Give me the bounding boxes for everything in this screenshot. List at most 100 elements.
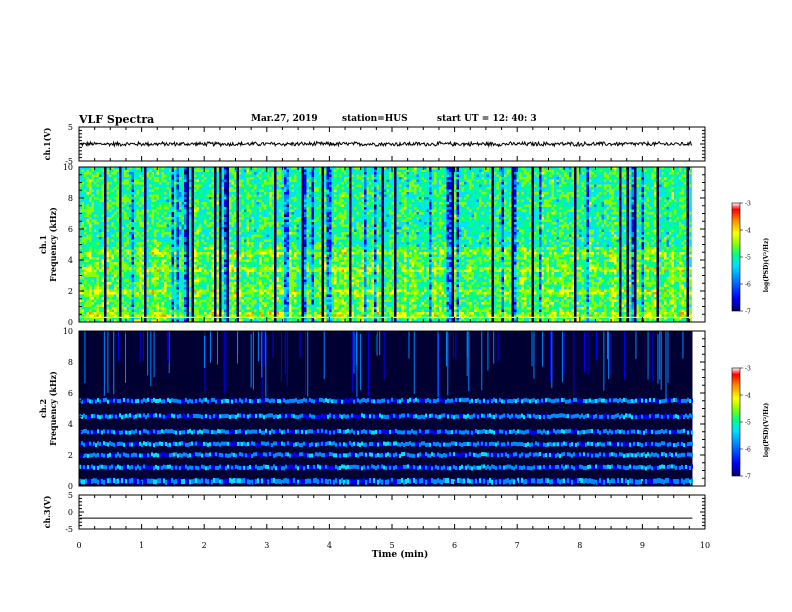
spectrogram-cell [116,192,120,195]
spectrogram-cell [234,317,237,320]
spectrogram-cell [224,287,227,290]
spectrogram-cell [154,274,157,278]
spectrogram-cell [291,194,295,198]
spectrogram-cell [169,207,172,210]
spectrogram-cell [86,184,90,188]
spectrogram-cell [289,224,292,228]
spectrogram-cell [211,217,215,220]
spectrogram-cell [169,217,172,220]
spectrogram-cell [101,177,105,180]
spectrogram-cell [139,177,142,180]
spectrogram-cell [99,299,102,303]
spectrogram-cell [231,254,235,258]
spectrogram-cell [126,167,130,170]
spectrogram-cell [149,269,152,273]
spectrogram-cell [121,229,125,233]
spectrogram-cell [246,229,250,233]
spectrogram-cell [126,187,130,190]
spectrogram-cell [201,312,205,315]
spectrogram-cell [246,187,250,190]
spectrogram-cell [256,272,260,275]
spectrogram-cell [231,272,235,275]
spectrogram-cell [224,172,227,175]
spectrogram-cell [299,232,302,235]
spectrogram-cell [149,209,152,213]
spectrogram-cell [234,269,237,273]
spectrogram-cell [246,319,250,323]
spectrogram-cell [204,264,207,268]
spectrogram-cell [176,264,180,268]
spectrogram-cell [194,264,197,268]
spectrogram-cell [91,192,95,195]
spectrogram-cell [266,232,270,235]
spectrogram-cell [284,197,287,200]
spectrogram-cell [279,192,282,195]
spectrogram-cell [79,169,82,173]
spectrogram-cell [294,259,297,263]
spectrogram-cell [184,257,187,260]
spectrogram-cell [194,229,197,233]
spectrogram-cell [289,209,292,213]
spectrogram-cell [209,302,212,305]
spectrogram-cell [229,197,232,200]
spectrogram-cell [79,254,82,258]
spectrogram-cell [96,204,100,208]
spectrogram-cell [94,224,97,228]
spectrogram-cell [229,177,232,180]
spectrogram-cell [256,264,260,268]
spectrogram-cell [264,277,267,280]
spectrogram-cell [294,174,297,178]
spectrogram-cell [151,304,155,308]
spectrogram-cell [124,264,127,268]
spectrogram-cell [166,282,170,285]
spectrogram-cell [231,282,235,285]
spectrogram-cell [94,242,97,245]
spectrogram-cell [181,304,185,308]
spectrogram-cell [261,297,265,300]
spectrogram-cell [99,262,102,265]
spectrogram-cell [99,224,102,228]
spectrogram-cell [134,224,137,228]
spectrogram-cell [279,254,282,258]
spectrogram-cell [209,167,212,170]
spectrogram-cell [136,314,140,318]
spectrogram-cell [224,187,227,190]
spectrogram-cell [231,214,235,218]
spectrogram-cell [96,299,100,303]
spectrogram-cell [91,217,95,220]
spectrogram-cell [216,224,220,228]
spectrogram-cell [116,227,120,230]
spectrogram-cell [284,252,287,255]
spectrogram-cell [179,177,182,180]
spectrogram-cell [244,262,247,265]
spectrogram-cell [106,237,110,240]
spectrogram-cell [161,169,165,173]
spectrogram-cell [154,184,157,188]
spectrogram-cell [134,169,137,173]
spectrogram-cell [129,272,132,275]
spectrogram-cell [129,282,132,285]
spectrogram-cell [179,254,182,258]
spectrogram-cell [146,262,150,265]
spectrogram-cell [136,317,140,320]
spectrogram-cell [211,249,215,253]
spectrogram-cell [161,252,165,255]
spectrogram-cell [111,254,115,258]
spectrogram-cell [159,234,162,238]
spectrogram-cell [94,229,97,233]
spectrogram-cell [171,187,175,190]
spectrogram-cell [166,222,170,225]
spectrogram-cell [189,239,192,243]
spectrogram-cell [111,222,115,225]
spectrogram-cell [281,264,285,268]
spectrogram-cell [264,249,267,253]
spectrogram-cell [204,259,207,263]
spectrogram-cell [264,232,267,235]
spectrogram-cell [109,237,112,240]
spectrogram-cell [239,267,242,270]
spectrogram-cell [184,227,187,230]
spectrogram-cell [199,197,202,200]
spectrogram-cell [231,202,235,205]
spectrogram-cell [151,319,155,323]
spectrogram-cell [89,204,92,208]
